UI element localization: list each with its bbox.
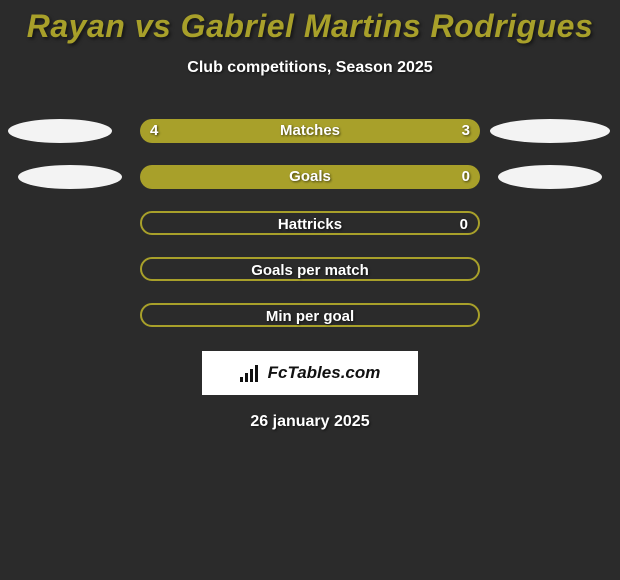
logo-text: FcTables.com: [268, 363, 381, 383]
stat-label: Min per goal: [142, 305, 478, 329]
stat-right-value: 0: [460, 213, 468, 237]
comparison-infographic: Rayan vs Gabriel Martins Rodrigues Club …: [0, 0, 620, 580]
stat-bar: 0Goals: [140, 165, 480, 189]
stat-bar: 0Hattricks: [140, 211, 480, 235]
stat-right-value: 0: [462, 165, 470, 189]
left-ellipse: [18, 165, 122, 189]
right-ellipse: [490, 119, 610, 143]
stat-row: Goals per match: [0, 257, 620, 281]
stat-label: Matches: [140, 119, 480, 143]
stat-bar: 4 3Matches: [140, 119, 480, 143]
stat-right-value: 3: [462, 119, 470, 143]
footer-date: 26 january 2025: [0, 413, 620, 431]
page-subtitle: Club competitions, Season 2025: [0, 59, 620, 77]
stat-row: 0Goals: [0, 165, 620, 189]
stat-bar: Goals per match: [140, 257, 480, 281]
stat-row: 0Hattricks: [0, 211, 620, 235]
stats-list: 43Matches0Goals0HattricksGoals per match…: [0, 119, 620, 327]
stat-bar: Min per goal: [140, 303, 480, 327]
stat-label: Hattricks: [142, 213, 478, 237]
left-ellipse: [8, 119, 112, 143]
page-title: Rayan vs Gabriel Martins Rodrigues: [0, 0, 620, 45]
barchart-icon: [240, 364, 262, 382]
stat-label: Goals per match: [142, 259, 478, 283]
stat-left-value: 4: [150, 119, 158, 143]
stat-label: Goals: [140, 165, 480, 189]
right-ellipse: [498, 165, 602, 189]
stat-row: 4 3Matches: [0, 119, 620, 143]
stat-row: Min per goal: [0, 303, 620, 327]
logo-box: FcTables.com: [202, 351, 418, 395]
